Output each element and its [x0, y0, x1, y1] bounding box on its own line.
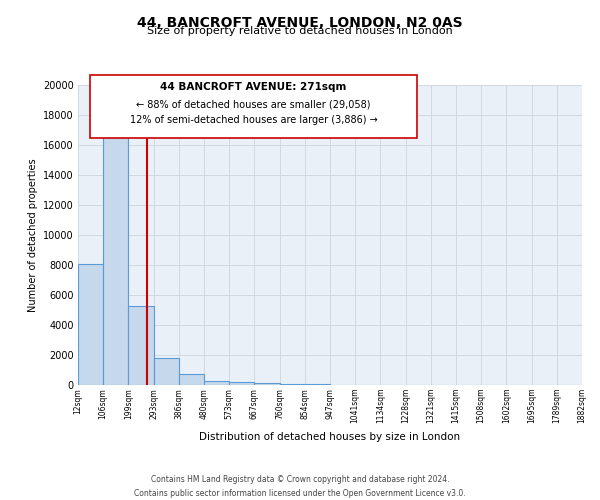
- Bar: [103, 138, 128, 385]
- Bar: [204, 380, 229, 385]
- Y-axis label: Number of detached properties: Number of detached properties: [28, 158, 38, 312]
- Text: Contains HM Land Registry data © Crown copyright and database right 2024.
Contai: Contains HM Land Registry data © Crown c…: [134, 476, 466, 498]
- Text: ← 88% of detached houses are smaller (29,058): ← 88% of detached houses are smaller (29…: [136, 100, 371, 110]
- Bar: [78, 264, 103, 385]
- Bar: [128, 306, 154, 385]
- Bar: [305, 384, 330, 385]
- Text: 44, BANCROFT AVENUE, LONDON, N2 0AS: 44, BANCROFT AVENUE, LONDON, N2 0AS: [137, 16, 463, 30]
- Bar: [154, 358, 179, 385]
- Bar: [280, 384, 305, 385]
- Text: Size of property relative to detached houses in London: Size of property relative to detached ho…: [147, 26, 453, 36]
- Text: 44 BANCROFT AVENUE: 271sqm: 44 BANCROFT AVENUE: 271sqm: [160, 82, 347, 92]
- Text: 12% of semi-detached houses are larger (3,886) →: 12% of semi-detached houses are larger (…: [130, 115, 377, 125]
- Bar: [254, 383, 280, 385]
- X-axis label: Distribution of detached houses by size in London: Distribution of detached houses by size …: [199, 432, 461, 442]
- Bar: [229, 382, 254, 385]
- Bar: [179, 374, 204, 385]
